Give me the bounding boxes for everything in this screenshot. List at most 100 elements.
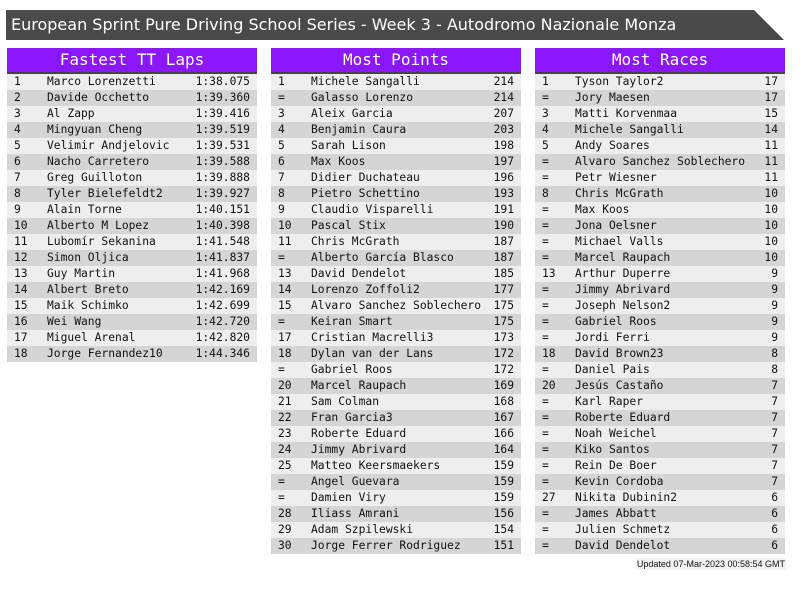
rank: = — [542, 427, 549, 440]
table-row: 13 Guy Martin 1:41.968 — [7, 266, 257, 282]
table-row: 13 David Dendelot 185 — [271, 266, 521, 282]
value: 1:44.346 — [195, 347, 250, 360]
value: 10 — [764, 187, 778, 200]
driver-name: Galasso Lorenzo — [311, 91, 414, 104]
table-row: 20 Jesús Castaño 7 — [535, 378, 785, 394]
rank: 17 — [278, 331, 292, 344]
value: 196 — [493, 171, 514, 184]
value: 191 — [493, 203, 514, 216]
driver-name: Albert Breto — [47, 283, 129, 296]
table-row: 11 Lubomír Sekanina 1:41.548 — [7, 234, 257, 250]
rank: 11 — [278, 235, 292, 248]
table-row: 9 Claudio Visparelli 191 — [271, 202, 521, 218]
value: 198 — [493, 139, 514, 152]
value: 1:41.968 — [195, 267, 250, 280]
driver-name: David Dendelot — [311, 267, 407, 280]
rank: 6 — [278, 155, 285, 168]
rank: 28 — [278, 507, 292, 520]
value: 197 — [493, 155, 514, 168]
value: 159 — [493, 491, 514, 504]
driver-name: Julien Schmetz — [575, 523, 671, 536]
driver-name: Daniel Pais — [575, 363, 650, 376]
value: 156 — [493, 507, 514, 520]
most-points-panel: Most Points 1 Michele Sangalli 214 = Galasso… — [271, 48, 521, 554]
driver-name: Fran Garcia3 — [311, 411, 393, 424]
table-row: 10 Alberto M Lopez 1:40.398 — [7, 218, 257, 234]
table-row: 5 Sarah Lison 198 — [271, 138, 521, 154]
value: 15 — [764, 107, 778, 120]
table-row: 28 Iliass Amrani 156 — [271, 506, 521, 522]
table-row: = James Abbatt 6 — [535, 506, 785, 522]
value: 10 — [764, 251, 778, 264]
driver-name: Claudio Visparelli — [311, 203, 434, 216]
updated-timestamp: Updated 07-Mar-2023 00:58:54 GMT — [635, 558, 786, 570]
value: 1:39.888 — [195, 171, 250, 184]
value: 166 — [493, 427, 514, 440]
table-row: = Daniel Pais 8 — [535, 362, 785, 378]
driver-name: Joseph Nelson2 — [575, 299, 671, 312]
value: 190 — [493, 219, 514, 232]
value: 193 — [493, 187, 514, 200]
rank: 18 — [542, 347, 556, 360]
value: 7 — [771, 443, 778, 456]
rank: 25 — [278, 459, 292, 472]
driver-name: Sarah Lison — [311, 139, 386, 152]
rank: 9 — [14, 203, 21, 216]
table-row: 12 Simon Oljica 1:41.837 — [7, 250, 257, 266]
table-row: = Marcel Raupach 10 — [535, 250, 785, 266]
value: 185 — [493, 267, 514, 280]
driver-name: Lorenzo Zoffoli2 — [311, 283, 420, 296]
table-row: = Jona Oelsner 10 — [535, 218, 785, 234]
rank: 13 — [278, 267, 292, 280]
rank: = — [542, 443, 549, 456]
driver-name: Gabriel Roos — [311, 363, 393, 376]
value: 10 — [764, 203, 778, 216]
driver-name: Michele Sangalli — [575, 123, 684, 136]
table-row: = Jimmy Abrivard 9 — [535, 282, 785, 298]
rank: 5 — [542, 139, 549, 152]
table-row: 6 Max Koos 197 — [271, 154, 521, 170]
rank: = — [278, 251, 285, 264]
driver-name: Cristian Macrelli3 — [311, 331, 434, 344]
table-row: 18 Dylan van der Lans 172 — [271, 346, 521, 362]
driver-name: Arthur Duperre — [575, 267, 671, 280]
table-row: = Karl Raper 7 — [535, 394, 785, 410]
value: 187 — [493, 251, 514, 264]
value: 175 — [493, 299, 514, 312]
value: 1:42.169 — [195, 283, 250, 296]
value: 9 — [771, 267, 778, 280]
driver-name: Marcel Raupach — [311, 379, 407, 392]
value: 1:40.151 — [195, 203, 250, 216]
rank: = — [542, 251, 549, 264]
value: 6 — [771, 507, 778, 520]
table-row: 20 Marcel Raupach 169 — [271, 378, 521, 394]
driver-name: Jimmy Abrivard — [311, 443, 407, 456]
table-row: = Jordi Ferri 9 — [535, 330, 785, 346]
rank: 3 — [14, 107, 21, 120]
rank: = — [542, 539, 549, 552]
table-row: 18 Jorge Fernandez10 1:44.346 — [7, 346, 257, 362]
rank: = — [542, 331, 549, 344]
table-row: = Petr Wiesner 11 — [535, 170, 785, 186]
leaderboard-table: 1 Tyson Taylor2 17 = Jory Maesen 17 3 Matti Kor… — [535, 74, 785, 554]
value: 159 — [493, 459, 514, 472]
driver-name: Jory Maesen — [575, 91, 650, 104]
value: 9 — [771, 315, 778, 328]
driver-name: Guy Martin — [47, 267, 116, 280]
driver-name: Matti Korvenmaa — [575, 107, 678, 120]
table-row: 4 Michele Sangalli 14 — [535, 122, 785, 138]
value: 214 — [493, 91, 514, 104]
table-row: 4 Benjamin Caura 203 — [271, 122, 521, 138]
table-row: = Julien Schmetz 6 — [535, 522, 785, 538]
rank: = — [278, 91, 285, 104]
rank: 23 — [278, 427, 292, 440]
table-row: = Roberte Eduard 7 — [535, 410, 785, 426]
driver-name: Simon Oljica — [47, 251, 129, 264]
value: 167 — [493, 411, 514, 424]
rank: 8 — [278, 187, 285, 200]
table-row: = Gabriel Roos 172 — [271, 362, 521, 378]
driver-name: Nikita Dubinin2 — [575, 491, 678, 504]
driver-name: Jordi Ferri — [575, 331, 650, 344]
value: 14 — [764, 123, 778, 136]
table-row: 14 Albert Breto 1:42.169 — [7, 282, 257, 298]
